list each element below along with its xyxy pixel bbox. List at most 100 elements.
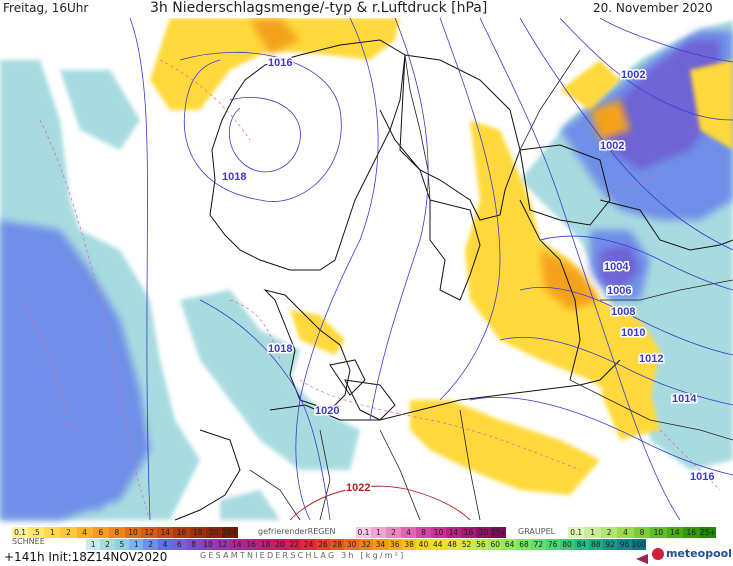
freezing-legend-swatch: 4 [401,527,416,538]
precipitation-map: 1016 1018 1018 1020 1022 1002 1002 1004 … [0,18,733,521]
graupel-legend-swatch: 0.1 [568,527,585,538]
snow-legend-swatch: 34 [373,539,388,550]
forecast-day-time: Freitag, 16Uhr [3,1,89,15]
snow-legend-swatch: 8 [186,539,201,550]
graupel-legend-title: GRAUPEL [518,527,556,536]
model-run-info: +141h Init:18Z14NOV2020 [4,550,168,564]
snow-legend-title: SCHNEE [12,537,45,546]
freezing-rain-legend-title: gefrierenderREGEN [258,527,336,536]
isobar-label: 1016 [690,471,714,483]
rain-legend-swatch: 4 [76,527,93,538]
isobar-label: 1020 [315,405,339,417]
snow-legend-swatch: 2 [143,539,158,550]
isobar-label: 1008 [611,306,635,318]
snow-legend-swatch: 64 [502,539,517,550]
snow-legend-swatch: 20 [272,539,288,550]
snow-legend-swatch: 32 [358,539,374,550]
snow-legend-swatch: 26 [315,539,331,550]
rain-legend-swatch: 2 [60,527,77,538]
snow-legend-swatch: 72 [531,539,546,550]
rain-legend-swatch: 18 [189,527,206,538]
rain-legend-swatch: 25+ [221,527,238,538]
snow-legend-swatch: 52 [459,539,474,550]
freezing-legend-swatch: 25+ [491,527,506,538]
freezing-legend-swatch: 1 [371,527,386,538]
header-bar: Freitag, 16Uhr 3h Niederschlagsmenge/-ty… [0,0,733,18]
graupel-legend-swatch: 8 [633,527,651,538]
isobar-label: 1022 [346,482,370,494]
snow-legend-swatch: 80 [559,539,575,550]
graupel-legend-swatch: 4 [617,527,634,538]
snow-legend-swatch: 36 [387,539,402,550]
rain-legend-swatch: 20 [205,527,222,538]
snow-legend-swatch: 30 [344,539,359,550]
isobar-label: 1010 [621,327,645,339]
freezing-legend-swatch: 20 [476,527,491,538]
freezing-legend-swatch: 8 [416,527,431,538]
snow-legend-swatch: 76 [545,539,560,550]
precip-violet-areas [600,40,720,290]
snow-legend-swatch: 24 [301,539,316,550]
snow-legend-swatch: 84 [574,539,589,550]
snow-legend-swatch: 12 [215,539,230,550]
snow-legend-swatch: 56 [473,539,489,550]
graupel-legend-swatch: 25+ [699,527,716,538]
graupel-legend-swatch: 16 [683,527,700,538]
isobar-label: 1002 [621,69,645,81]
rain-legend-swatch: 6 [92,527,109,538]
isobar-label: 1018 [268,343,292,355]
isobar-label: 1014 [672,393,697,405]
snow-legend-swatch: 38 [401,539,417,550]
graupel-legend-swatch: 10 [650,527,667,538]
snow-legend-swatch: 44 [430,539,445,550]
snow-legend-swatch: 4 [157,539,173,550]
country-borders [249,49,733,521]
freezing-legend-swatch: 16 [461,527,476,538]
rain-legend-swatch: 10 [124,527,142,538]
isobar-labels: 1016 1018 1018 1020 1022 1002 1002 1004 … [221,56,716,496]
snow-legend-swatch: 100 [631,539,647,550]
rain-legend-swatch: 8 [108,527,125,538]
isobar-label: 1016 [268,57,292,69]
graupel-legend: 0.1 1 2 4 8 10 14 16 25+ [568,527,716,538]
snow-legend-swatch: 14 [229,539,244,550]
isobar-label: 1012 [639,353,663,365]
isobar-label: 1002 [600,140,624,152]
total-precip-label: GESAMTNIEDERSCHLAG 3h [kg/m²] [200,551,406,560]
snow-legend-swatch: 28 [330,539,345,550]
dashed-contours [19,59,721,521]
snow-legend-swatch: 22 [287,539,302,550]
forecast-date: 20. November 2020 [593,1,713,15]
isobar-label: 1018 [222,171,246,183]
map-title: 3h Niederschlagsmenge/-typ & r.Luftdruck… [150,0,488,16]
rain-legend-swatch: 16 [173,527,190,538]
coastlines [174,39,733,521]
isobars [129,18,733,521]
legend-arrow-icon [636,554,648,564]
snow-legend-swatch: 5 [114,539,130,550]
meteopool-logo: meteopool.org [666,547,733,560]
rain-legend: 0.1.5 1 2 4 6 8 10 12 14 16 18 20 25+ [12,527,238,538]
snow-total-legend: 1 2 5 1 2 4 6 8 10 12 14 16 18 20 22 24 26 28 30 32 34 36 38 40… [86,539,647,550]
snow-legend-swatch: 18 [258,539,273,550]
snow-legend-swatch: 48 [444,539,460,550]
snow-legend-swatch: 10 [200,539,216,550]
freezing-rain-legend: 0.1 1 2 4 8 10 14 16 20 25+ [356,527,506,538]
snow-legend-swatch: 6 [172,539,187,550]
rain-legend-swatch: 14 [157,527,174,538]
snow-legend-swatch: 16 [243,539,259,550]
snow-legend-swatch: 60 [488,539,503,550]
meteopool-logo-icon [652,548,664,560]
snow-legend-swatch: 40 [416,539,431,550]
snow-legend-swatch: 1 [86,539,101,550]
freezing-legend-swatch: 14 [446,527,461,538]
snow-legend-swatch: 2 [100,539,115,550]
snow-legend-swatch: 88 [588,539,603,550]
rain-legend-swatch: 1 [44,527,61,538]
graupel-legend-swatch: 2 [600,527,618,538]
freezing-legend-swatch: 2 [386,527,401,538]
freezing-legend-swatch: 0.1 [356,527,371,538]
graupel-legend-swatch: 14 [666,527,684,538]
isobar-label: 1004 [604,261,629,273]
